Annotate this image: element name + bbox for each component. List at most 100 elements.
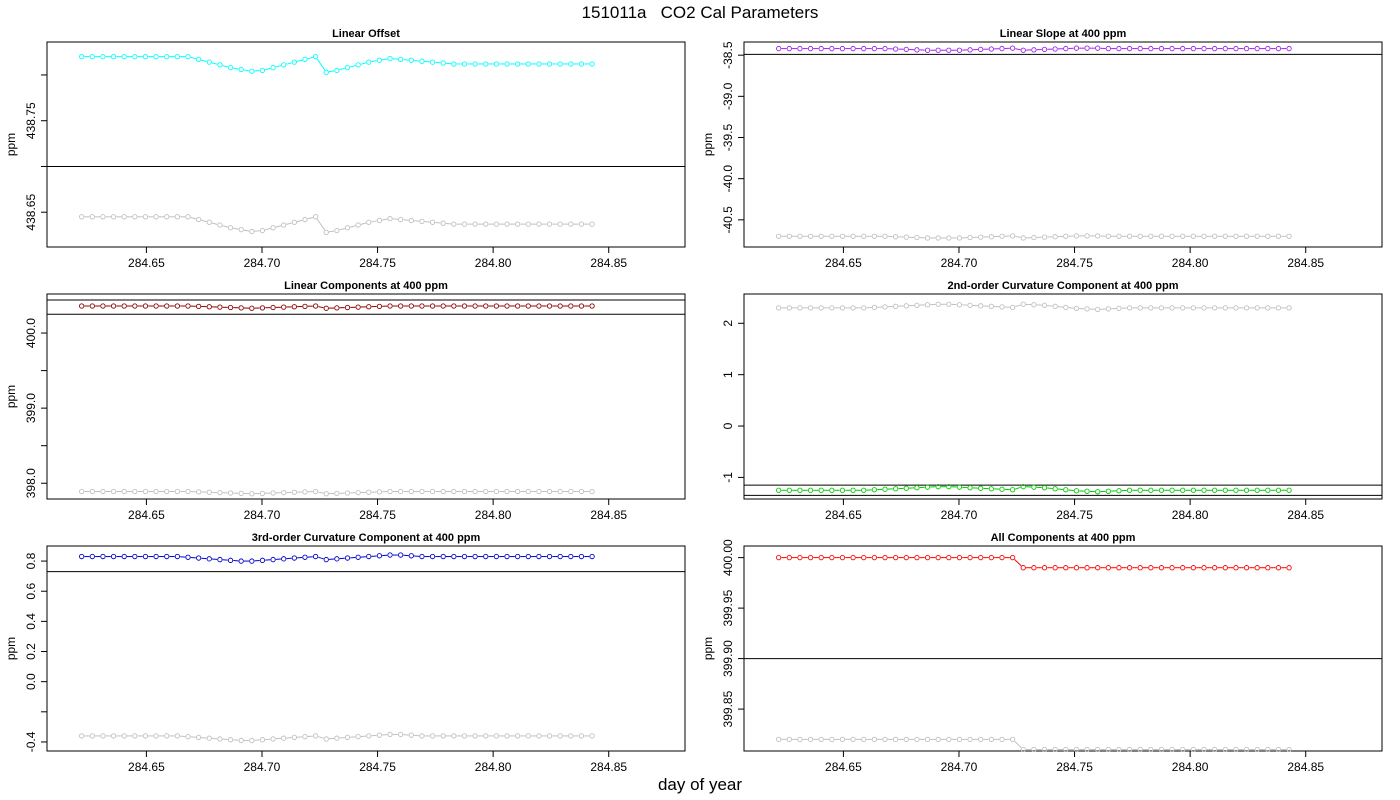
data-point xyxy=(174,733,181,739)
data-point xyxy=(1286,746,1292,753)
data-point xyxy=(536,553,542,560)
data-point xyxy=(429,219,436,225)
data-point xyxy=(1265,487,1271,493)
data-point xyxy=(935,47,941,53)
data-point xyxy=(1275,565,1282,571)
x-tick-label: 284.65 xyxy=(825,508,862,522)
data-point xyxy=(999,554,1005,561)
data-point xyxy=(366,304,372,310)
data-point xyxy=(1031,484,1037,490)
data-point xyxy=(334,735,340,741)
data-point xyxy=(1063,45,1069,52)
series-segment xyxy=(371,60,377,63)
x-tick-label: 284.80 xyxy=(1172,256,1209,270)
data-point xyxy=(1180,45,1186,52)
data-point xyxy=(1095,233,1101,239)
data-point xyxy=(302,303,308,310)
data-point xyxy=(786,736,792,743)
y-axis-label: ppm xyxy=(4,133,18,156)
data-point xyxy=(589,303,595,309)
data-point xyxy=(366,59,372,65)
data-point xyxy=(376,57,383,63)
data-point xyxy=(1116,565,1122,571)
data-point xyxy=(153,553,159,560)
data-point xyxy=(1073,233,1080,239)
data-point xyxy=(153,214,159,220)
x-tick-label: 284.70 xyxy=(941,256,978,270)
data-point xyxy=(1254,487,1260,493)
data-point xyxy=(142,553,149,560)
data-point xyxy=(839,305,846,311)
data-point xyxy=(1158,305,1165,311)
data-point xyxy=(1020,746,1026,753)
data-point xyxy=(217,222,223,228)
data-point xyxy=(270,556,276,563)
data-point xyxy=(807,554,814,561)
data-point xyxy=(1211,45,1218,52)
series-segment xyxy=(316,218,326,231)
data-point xyxy=(1073,305,1080,312)
data-point xyxy=(1084,565,1090,571)
data-point xyxy=(387,731,393,738)
data-point xyxy=(978,736,984,743)
data-point xyxy=(967,736,973,743)
data-point xyxy=(807,233,814,239)
data-point xyxy=(121,214,127,220)
data-point xyxy=(302,56,308,63)
data-point xyxy=(355,222,361,228)
data-point xyxy=(259,737,266,743)
x-tick-label: 284.80 xyxy=(475,760,512,774)
x-tick-label: 284.70 xyxy=(941,508,978,522)
data-point xyxy=(578,553,585,560)
data-point xyxy=(504,303,510,309)
data-point xyxy=(1063,487,1069,493)
x-tick-label: 284.65 xyxy=(128,508,165,522)
data-point xyxy=(1211,746,1218,753)
data-point xyxy=(504,553,510,560)
series-segment xyxy=(318,556,324,560)
data-point xyxy=(861,233,867,239)
data-point xyxy=(935,235,941,241)
data-point xyxy=(924,47,931,53)
data-point xyxy=(1265,45,1271,52)
data-point xyxy=(323,229,329,236)
data-point xyxy=(185,214,191,220)
data-point xyxy=(882,233,888,239)
data-point xyxy=(1222,487,1228,493)
data-point xyxy=(312,733,319,739)
data-point xyxy=(355,734,361,740)
data-point xyxy=(956,484,963,490)
data-point xyxy=(1148,233,1154,239)
data-point xyxy=(514,553,521,560)
data-point xyxy=(903,485,909,491)
data-point xyxy=(1190,305,1197,311)
data-point xyxy=(1265,746,1271,753)
x-tick-label: 284.65 xyxy=(128,760,165,774)
data-point xyxy=(988,736,994,743)
data-point xyxy=(525,553,531,560)
data-point xyxy=(914,234,920,241)
data-point xyxy=(1137,233,1143,239)
data-point xyxy=(924,235,931,241)
data-point xyxy=(281,489,287,496)
data-point xyxy=(1254,565,1260,571)
series-1 xyxy=(79,53,595,75)
data-point xyxy=(1063,304,1069,311)
data-point xyxy=(100,303,106,309)
data-point xyxy=(1095,306,1101,313)
data-point xyxy=(259,557,266,563)
series-segment xyxy=(371,220,377,223)
y-axis-label: ppm xyxy=(701,133,715,156)
data-point xyxy=(882,486,888,492)
data-point xyxy=(903,234,909,240)
data-point xyxy=(999,486,1005,492)
data-point xyxy=(1222,746,1228,753)
data-point xyxy=(946,47,952,53)
data-point xyxy=(536,221,542,227)
data-point xyxy=(776,736,782,743)
data-point xyxy=(408,303,414,309)
y-tick-label: 398.0 xyxy=(24,468,38,498)
data-point xyxy=(323,305,329,311)
series-2 xyxy=(776,736,1292,753)
x-tick-label: 284.75 xyxy=(359,256,396,270)
